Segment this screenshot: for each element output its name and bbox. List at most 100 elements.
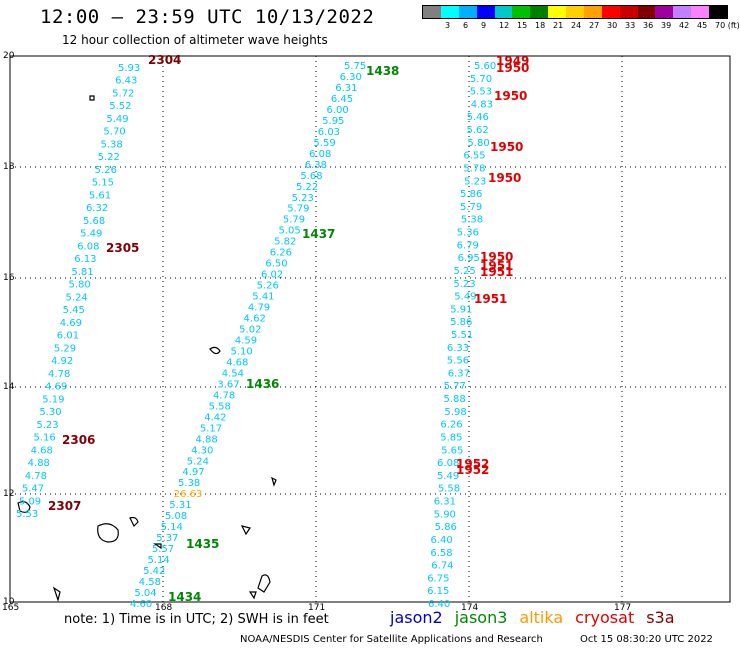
wave-height-value: 6.95	[458, 253, 480, 264]
wave-height-value: 4.79	[248, 303, 270, 314]
pass-time-label: 1951	[474, 292, 507, 306]
pass-time-label: 1435	[186, 537, 219, 551]
wave-height-value: 5.08	[165, 511, 187, 522]
wave-height-value: 5.86	[460, 189, 482, 200]
legend-item-jason3: jason3	[454, 608, 508, 627]
colorbar-label: 6	[463, 21, 469, 30]
pass-time-label: 1951	[480, 265, 513, 279]
island-outline	[248, 591, 257, 600]
wave-height-value: 6.08	[309, 149, 331, 160]
wave-height-value: 4.58	[139, 577, 161, 588]
map-frame	[9, 55, 731, 603]
pass-time-label: 1950	[490, 140, 523, 154]
wave-height-value: 5.68	[83, 216, 105, 227]
wave-height-value: 4.62	[244, 314, 266, 325]
wave-height-value: 5.75	[344, 61, 366, 72]
wave-height-value: 5.22	[296, 182, 318, 193]
wave-height-value: 5.53	[16, 509, 38, 520]
wave-height-value: 6.08	[437, 458, 459, 469]
wave-height-value: 5.10	[230, 346, 252, 357]
wave-height-value: 4.78	[213, 390, 235, 401]
wave-height-value: 6.74	[431, 561, 453, 572]
wave-height-value: 5.49	[437, 471, 459, 482]
wave-height-value: 5.49	[106, 114, 128, 125]
wave-height-value: 5.88	[444, 394, 466, 405]
wave-height-value: 5.58	[438, 484, 460, 495]
wave-height-value: 4.97	[182, 467, 204, 478]
pass-time-label: 1951	[480, 259, 513, 273]
colorbar-labels: 3 6 9 12 15 18 21 24 27 30 33 36 39 42 45 70 (ft)	[422, 21, 740, 33]
colorbar-label: 30	[607, 21, 618, 30]
pass-time-label: 1950	[494, 89, 527, 103]
wave-height-value: 5.04	[134, 588, 156, 599]
wave-height-value: 6.26	[440, 420, 462, 431]
longitude-label: 168	[155, 603, 173, 613]
island-outline	[240, 525, 251, 536]
latitude-label: 20	[3, 51, 15, 61]
latitude-label: 16	[3, 273, 15, 283]
colorbar-label: 33	[625, 21, 636, 30]
colorbar-swatch	[494, 6, 513, 18]
wave-height-value: 5.26	[95, 165, 117, 176]
colorbar-swatch	[637, 6, 656, 18]
wave-height-value: 5.41	[252, 292, 274, 303]
wave-height-value: 5.52	[109, 101, 131, 112]
wave-height-value: 5.98	[444, 407, 466, 418]
colorbar-swatch	[601, 6, 620, 18]
satellite-legend: jason2 jason3 altika cryosat s3a	[390, 608, 675, 627]
wave-height-value: 5.65	[441, 445, 463, 456]
colorbar-swatch	[709, 6, 727, 18]
wave-height-value: 5.17	[200, 423, 222, 434]
wave-height-value: 5.49	[80, 229, 102, 240]
island-outline	[97, 523, 119, 543]
colorbar-label: 24	[571, 21, 582, 30]
wave-height-value: 6.58	[430, 548, 452, 559]
pass-time-label: 1952	[456, 463, 489, 477]
wave-height-value: 6.31	[434, 497, 456, 508]
wave-height-value: 5.16	[33, 433, 55, 444]
longitude-label: 171	[308, 603, 326, 613]
island-outline	[17, 501, 31, 513]
colorbar-swatch	[530, 6, 549, 18]
wave-height-value: 6.01	[57, 331, 79, 342]
colorbar-label: 9	[481, 21, 487, 30]
wave-height-value: 6.38	[305, 160, 327, 171]
colorbar-label: 42	[679, 21, 690, 30]
wave-height-value: 5.93	[118, 63, 140, 74]
colorbar-swatch	[548, 6, 566, 18]
pass-time-label: 1434	[168, 590, 201, 604]
wave-height-value: 5.80	[68, 280, 90, 291]
latitude-label: 12	[3, 489, 15, 499]
wave-height-value: 5.51	[451, 330, 473, 341]
wave-height-value: 6.55	[463, 151, 485, 162]
wave-height-value: 5.38	[461, 215, 483, 226]
island-outline	[153, 543, 162, 550]
wave-height-value: 5.70	[103, 127, 125, 138]
colorbar-swatch	[566, 6, 584, 18]
wave-height-value: 4.78	[48, 369, 70, 380]
pass-time-label: 2304	[148, 53, 181, 67]
wave-height-value: 5.72	[112, 88, 134, 99]
wave-height-value: 5.05	[278, 226, 300, 237]
pass-time-label: 1952	[456, 457, 489, 471]
pass-time-label: 1438	[366, 64, 399, 78]
wave-height-value: 5.79	[283, 215, 305, 226]
wave-height-value: 5.46	[467, 112, 489, 123]
wave-height-value: 5.14	[147, 555, 169, 566]
wave-height-value: 5.38	[101, 139, 123, 150]
wave-height-value: 5.24	[66, 292, 88, 303]
wave-height-value: 4.68	[226, 357, 248, 368]
wave-height-value: 5.70	[470, 74, 492, 85]
wave-height-value: 5.95	[322, 116, 344, 127]
wave-height-value: 6.50	[265, 259, 287, 270]
wave-height-value: 6.00	[327, 105, 349, 116]
wave-height-value: 6.32	[86, 203, 108, 214]
wave-height-value: 6.45	[331, 94, 353, 105]
wave-height-value: 5.42	[143, 566, 165, 577]
colorbar-label: 12	[499, 21, 510, 30]
colorbar-label: 45	[697, 21, 708, 30]
colorbar-label: 3	[445, 21, 451, 30]
wave-height-value: 6.43	[115, 76, 137, 87]
longitude-label: 177	[614, 603, 632, 613]
wave-height-value: 4.88	[196, 434, 218, 445]
